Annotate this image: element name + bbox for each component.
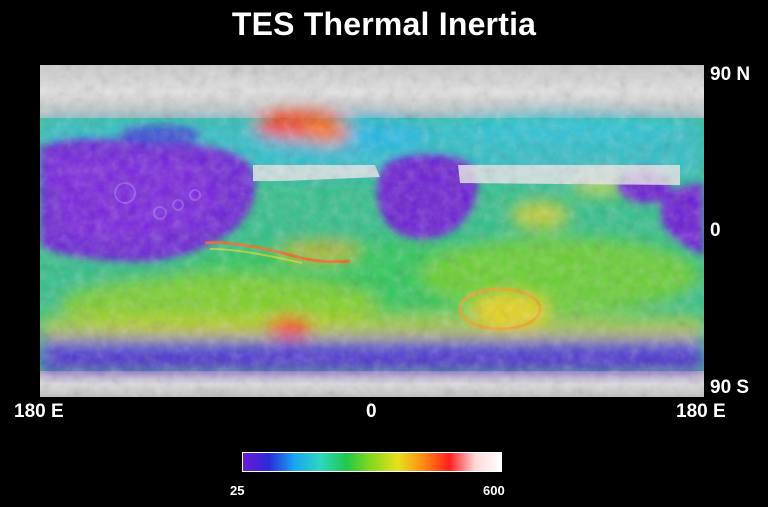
lat-label-south: 90 S	[710, 377, 750, 398]
figure-title: TES Thermal Inertia	[231, 6, 537, 42]
lon-label-right: 180 E	[676, 401, 726, 422]
relief-texture	[40, 65, 704, 397]
lat-label-equator: 0	[710, 220, 721, 241]
colorbar-min-label: 25	[230, 483, 245, 498]
lon-label-left: 180 E	[14, 401, 64, 422]
lat-label-north: 90 N	[710, 64, 751, 85]
colorbar	[242, 452, 502, 472]
mars-thermal-inertia-map	[40, 65, 704, 397]
lon-label-center: 0	[366, 401, 377, 422]
colorbar-max-label: 600	[483, 483, 505, 498]
